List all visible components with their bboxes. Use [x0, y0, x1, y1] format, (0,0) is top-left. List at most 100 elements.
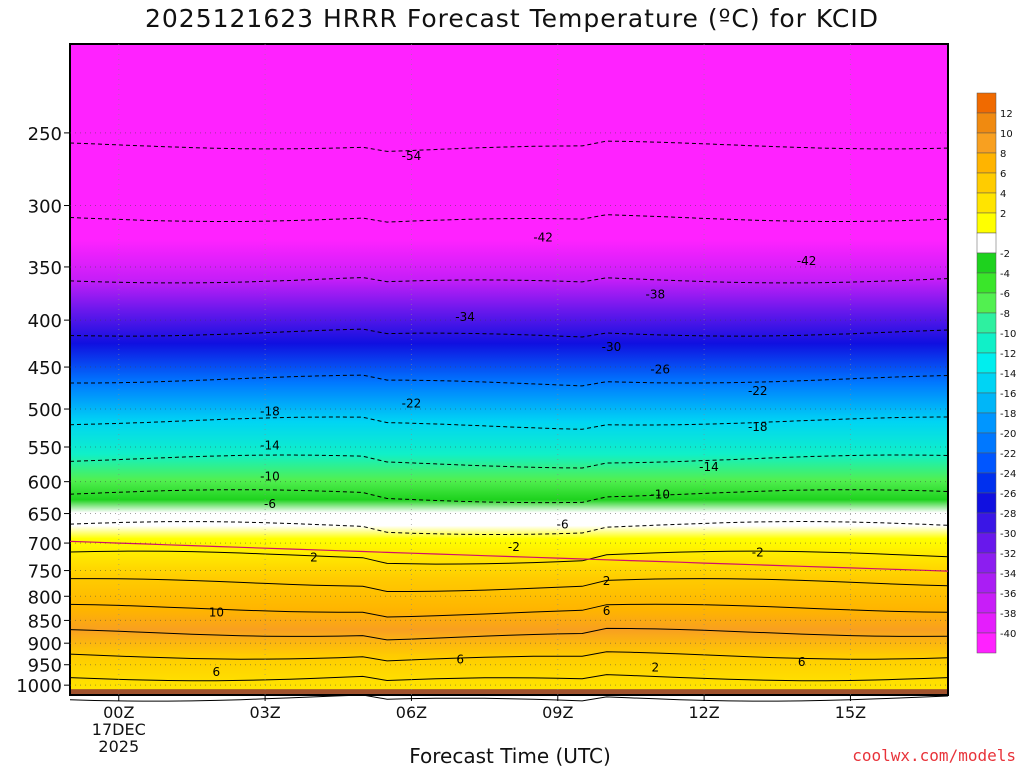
colorbar-swatch — [976, 452, 997, 474]
y-tick-label: 550 — [28, 438, 62, 459]
contour-label: -54 — [402, 149, 422, 163]
contour-label: -26 — [650, 363, 670, 377]
ground-below-surface — [70, 689, 948, 695]
x-tick-label: 15Z — [835, 703, 866, 722]
contour-label: 2 — [310, 551, 318, 565]
colorbar-swatch — [976, 172, 997, 194]
contour-label: -42 — [533, 230, 553, 244]
colorbar-label: -2 — [1000, 249, 1010, 260]
contour-label: -34 — [455, 310, 475, 324]
colorbar-label: -20 — [1000, 429, 1016, 440]
colorbar-label: 8 — [1000, 149, 1006, 160]
x-tick-sublabel: 2025 — [98, 737, 139, 756]
colorbar-label: -24 — [1000, 469, 1016, 480]
colorbar-label: 6 — [1000, 169, 1006, 180]
colorbar-label: 2 — [1000, 209, 1006, 220]
contour-label: -38 — [646, 287, 666, 301]
y-tick-label: 500 — [28, 400, 62, 421]
x-tick-label: 00Z — [103, 703, 134, 722]
contour-label: 6 — [213, 665, 221, 679]
y-tick-label: 350 — [28, 258, 62, 279]
y-tick-label: 650 — [28, 505, 62, 526]
y-tick-label: 250 — [28, 124, 62, 145]
colorbar-swatch — [976, 212, 997, 234]
temperature-field — [70, 44, 948, 695]
contour-label: -14 — [260, 439, 280, 453]
colorbar-swatch — [976, 412, 997, 434]
x-tick-label: 06Z — [396, 703, 427, 722]
x-tick-label: 12Z — [688, 703, 719, 722]
colorbar-swatch — [976, 152, 997, 174]
colorbar-swatch — [976, 272, 997, 294]
contour-label: -10 — [650, 488, 670, 502]
colorbar-label: -14 — [1000, 369, 1016, 380]
colorbar-label: -28 — [1000, 509, 1016, 520]
colorbar-swatch — [976, 492, 997, 514]
colorbar-label: -30 — [1000, 529, 1016, 540]
colorbar-label: -16 — [1000, 389, 1016, 400]
contour-label: 6 — [603, 604, 611, 618]
colorbar-swatch — [976, 612, 997, 634]
isotherm-line — [70, 578, 949, 592]
colorbar-swatch — [976, 312, 997, 334]
colorbar-label: -10 — [1000, 329, 1016, 340]
contour-label: -10 — [260, 469, 280, 483]
chart-title: 2025121623 HRRR Forecast Temperature (ºC… — [144, 4, 880, 33]
credit-link[interactable]: coolwx.com/models — [852, 746, 1016, 765]
contour-label: -42 — [797, 254, 817, 268]
colorbar-swatch — [976, 352, 997, 374]
y-tick-label: 750 — [28, 562, 62, 583]
y-tick-label: 950 — [28, 656, 62, 677]
isotherm-line — [69, 651, 949, 662]
pressure-axis: 2503003504004505005506006507007508008509… — [16, 124, 70, 697]
x-tick-label: 03Z — [249, 703, 280, 722]
plot-area — [69, 43, 949, 696]
colorbar-label: -6 — [1000, 289, 1010, 300]
colorbar-label: -36 — [1000, 589, 1016, 600]
y-tick-label: 700 — [28, 534, 62, 555]
x-axis-label: Forecast Time (UTC) — [409, 744, 611, 768]
colorbar-swatch — [976, 512, 997, 534]
freezing-line — [69, 540, 949, 572]
colorbar: 12 10 8 6 4 2 -2 -4 -6 -8 -10 -12 -14 -16 -18 -20 -22 -24… — [976, 92, 1016, 654]
contour-label: -14 — [699, 460, 719, 474]
contour-label: 10 — [209, 605, 224, 619]
colorbar-swatch — [976, 132, 997, 154]
contour-label: 2 — [603, 574, 611, 588]
colorbar-swatch — [976, 232, 997, 254]
isotherm-line — [69, 694, 949, 702]
contour-label: -6 — [557, 517, 569, 531]
colorbar-label: -18 — [1000, 409, 1016, 420]
colorbar-swatch — [976, 112, 997, 134]
contour-label: 6 — [798, 655, 806, 669]
colorbar-label: -22 — [1000, 449, 1016, 460]
contour-label: -6 — [264, 497, 276, 511]
colorbar-label: 4 — [1000, 189, 1006, 200]
contour-label: -22 — [748, 384, 768, 398]
colorbar-swatch — [976, 572, 997, 594]
colorbar-swatch — [976, 472, 997, 494]
y-tick-label: 300 — [28, 197, 62, 218]
contour-label: 2 — [652, 661, 660, 675]
y-tick-label: 900 — [28, 634, 62, 655]
colorbar-swatch — [976, 432, 997, 454]
y-tick-label: 450 — [28, 358, 62, 379]
colorbar-label: -8 — [1000, 309, 1010, 320]
contour-label: -2 — [752, 546, 764, 560]
contour-label: 6 — [456, 653, 464, 667]
y-tick-label: 800 — [28, 587, 62, 608]
contour-label: -2 — [508, 540, 520, 554]
y-tick-label: 1000 — [16, 676, 62, 697]
contour-label: -22 — [402, 396, 422, 410]
y-tick-label: 850 — [28, 611, 62, 632]
colorbar-swatch — [976, 372, 997, 394]
colorbar-label: -12 — [1000, 349, 1016, 360]
colorbar-swatch — [976, 92, 997, 114]
colorbar-swatch — [976, 332, 997, 354]
colorbar-swatch — [976, 392, 997, 414]
contour-label: -18 — [260, 404, 280, 418]
contour-labels: -54-42-42-38-34-30-26-22-22-18-18-14-14-… — [209, 149, 817, 679]
colorbar-label: -38 — [1000, 609, 1016, 620]
isotherm-line — [69, 603, 949, 618]
